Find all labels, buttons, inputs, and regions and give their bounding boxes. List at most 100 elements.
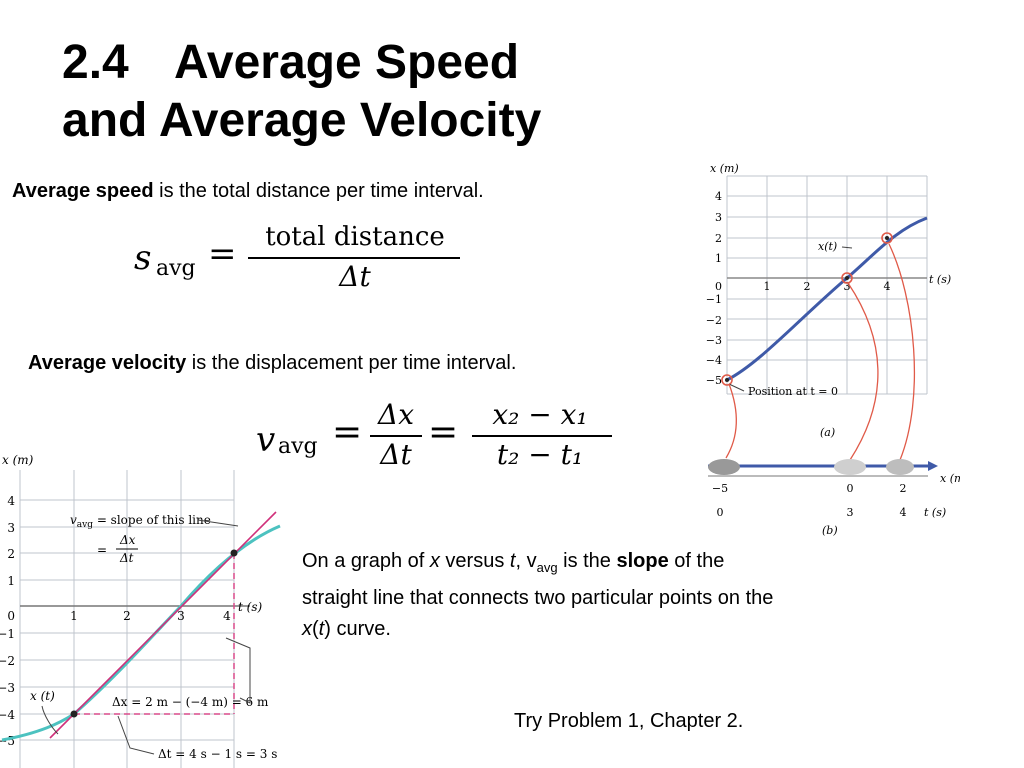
velocity-lhs-var: v [256, 420, 276, 460]
slope-text-part: ( [312, 618, 319, 640]
right-x-tick: 1 [764, 280, 771, 293]
figure-right-grid [726, 175, 928, 395]
position-line-arrow [928, 461, 938, 471]
slope-text-x: x [429, 550, 440, 572]
velocity-rest: is the displacement per time interval. [186, 352, 517, 374]
right-y-tick: −2 [706, 314, 722, 327]
position-line-label: x (m) [940, 472, 960, 485]
speed-formula: s avg = total distance Δt [134, 222, 464, 302]
figure-right-x-label: t (s) [929, 273, 951, 286]
slope-text-x: x [302, 618, 312, 640]
arrow-down-t4 [888, 243, 916, 461]
figure-left-slope-num: Δx [119, 533, 136, 547]
marker-t0 [721, 374, 733, 386]
speed-definition: Average speed is the total distance per … [12, 176, 484, 206]
slope-text-sub: avg [536, 560, 558, 575]
armadillo-icon [886, 459, 914, 475]
velocity-frac1-den: Δt [380, 438, 412, 471]
slope-text-part: ) curve. [324, 618, 391, 640]
figure-left-slope-label: vavg = slope of this line [70, 513, 211, 530]
speed-equals: = [208, 234, 237, 274]
marker-dot [725, 378, 729, 382]
try-problem-text: Try Problem 1, Chapter 2. [514, 710, 744, 732]
velocity-lhs-sub: avg [278, 434, 318, 459]
velocity-term: Average velocity [28, 352, 187, 374]
left-y-tick: 2 [7, 547, 15, 561]
velocity-frac2-den: t₂ − t₁ [496, 438, 584, 471]
left-y-tick: −3 [0, 681, 15, 695]
figure-right: x (m) t (s) 4 3 2 1 0 −1 −2 −3 −4 −5 1 2… [706, 162, 960, 537]
slope-text-part: of the [668, 550, 725, 572]
slope-text-part: versus [439, 550, 510, 572]
slope-text-t: t [509, 550, 516, 572]
velocity-definition: Average velocity is the displacement per… [28, 348, 516, 378]
curve-label-leader [841, 246, 853, 249]
slope-explanation: On a graph of x versus t, vavg is the sl… [302, 546, 773, 645]
figure-left-dt-label: Δt = 4 s − 1 s = 3 s [158, 747, 277, 761]
time-value: 4 [900, 506, 907, 519]
speed-denominator: Δt [339, 260, 371, 293]
velocity-frac1-bar [370, 435, 422, 437]
figure-right-caption-a: (a) [820, 426, 835, 439]
left-point-end [230, 549, 238, 557]
position-value: 2 [900, 482, 907, 495]
left-y-tick: −1 [0, 627, 15, 641]
marker-dot [885, 236, 889, 240]
velocity-frac2-num: x₂ − x₁ [492, 398, 588, 431]
velocity-frac2-bar [472, 435, 612, 437]
figure-right-y-label: x (m) [710, 162, 739, 175]
velocity-equals-1: = [332, 412, 363, 453]
armadillo-icon [708, 459, 740, 475]
position-value: 0 [847, 482, 854, 495]
title-number: 2.4 [62, 36, 129, 89]
right-x-tick: 2 [804, 280, 811, 293]
curve-label-leader [41, 705, 59, 735]
time-value: 0 [717, 506, 724, 519]
position-value: −5 [712, 482, 728, 495]
marker-t4 [881, 232, 893, 244]
start-label-leader [728, 383, 745, 392]
title-line2: and Average Velocity [62, 94, 542, 147]
time-line-label: t (s) [924, 506, 946, 519]
figure-left-curve [1, 524, 281, 742]
slope-text-part: is the [557, 550, 617, 572]
slope-label-leader [197, 519, 239, 527]
dx-label-leader [225, 637, 251, 704]
figure-right-curve-label: x(t) [818, 240, 837, 253]
figure-right-caption-b: (b) [822, 524, 838, 537]
time-value: 3 [847, 506, 854, 519]
left-x-tick: 4 [223, 609, 231, 623]
slope-text-part: , v [515, 550, 537, 572]
marker-t3 [841, 272, 853, 284]
marker-dot [845, 276, 849, 280]
right-y-tick: 0 [715, 280, 722, 293]
left-y-tick: 4 [7, 494, 15, 508]
figure-left-slope-eq: = [97, 543, 107, 557]
left-x-tick: 3 [177, 609, 185, 623]
speed-numerator: total distance [265, 222, 445, 252]
right-y-tick: 1 [715, 252, 722, 265]
right-y-tick: 3 [715, 211, 722, 224]
slope-text-bold: slope [616, 550, 669, 572]
left-x-tick: 2 [123, 609, 131, 623]
speed-lhs-sub: avg [156, 256, 196, 281]
right-x-tick: 3 [844, 280, 851, 293]
left-y-tick: 1 [7, 574, 15, 588]
left-y-tick: 3 [7, 521, 15, 535]
speed-lhs-var: s [134, 238, 152, 278]
speed-term: Average speed [12, 180, 154, 202]
figure-left-curve-label: x (t) [30, 689, 55, 703]
dt-label-leader [117, 715, 155, 755]
left-x-tick: 1 [70, 609, 78, 623]
figure-left-dx-label: Δx = 2 m − (−4 m) = 6 m [112, 695, 269, 709]
right-y-tick: 4 [715, 190, 722, 203]
figure-left-slope-den: Δt [119, 551, 134, 565]
right-y-tick: −1 [706, 293, 722, 306]
figure-left-slope-line [49, 511, 277, 739]
armadillo-icon [834, 459, 866, 475]
figure-left: x (m) t (s) 4 3 2 1 0 −1 −2 −3 −4 −5 1 2… [0, 453, 281, 768]
left-y-tick: −2 [0, 654, 15, 668]
velocity-formula: v avg = Δx Δt = x₂ − x₁ t₂ − t₁ [256, 398, 616, 482]
slope-text-t: t [318, 618, 325, 640]
title-line1: Average Speed [174, 36, 520, 89]
